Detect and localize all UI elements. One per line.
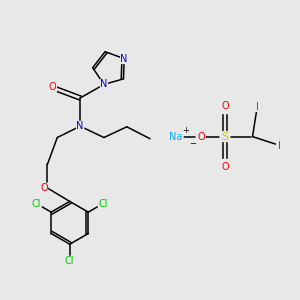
Text: N: N bbox=[121, 54, 128, 64]
Text: O: O bbox=[221, 162, 229, 172]
Text: I: I bbox=[256, 102, 259, 112]
Text: Cl: Cl bbox=[32, 199, 41, 208]
Text: N: N bbox=[76, 121, 84, 131]
Text: O: O bbox=[197, 132, 205, 142]
Text: Cl: Cl bbox=[65, 256, 74, 266]
Text: Cl: Cl bbox=[98, 199, 108, 208]
Text: O: O bbox=[49, 82, 57, 92]
Text: −: − bbox=[189, 139, 196, 148]
Text: +: + bbox=[182, 126, 189, 135]
Text: Na: Na bbox=[169, 132, 183, 142]
Text: N: N bbox=[100, 80, 108, 89]
Text: O: O bbox=[40, 183, 48, 193]
Text: O: O bbox=[221, 101, 229, 111]
Text: S: S bbox=[221, 132, 229, 142]
Text: I: I bbox=[278, 140, 281, 151]
